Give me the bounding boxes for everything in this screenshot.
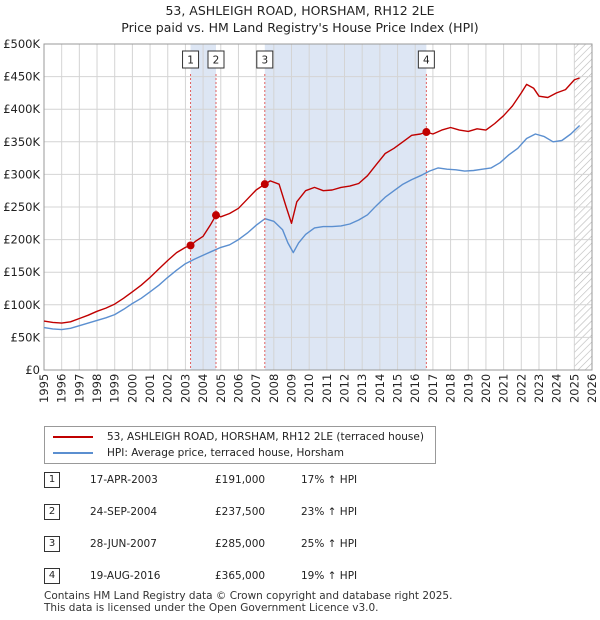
- x-tick-label: 2009: [284, 374, 298, 403]
- y-tick-label: £250K: [3, 200, 40, 214]
- y-tick-label: £400K: [3, 102, 40, 116]
- sale-number-badge: 4: [44, 568, 60, 584]
- y-tick-label: £50K: [11, 330, 41, 344]
- x-tick-label: 2019: [461, 374, 475, 403]
- sale-row: 3 28-JUN-2007 £285,000 25% ↑ HPI: [44, 536, 564, 568]
- x-tick-label: 2017: [426, 374, 440, 403]
- sales-table: 1 17-APR-2003 £191,000 17% ↑ HPI 2 24-SE…: [44, 472, 564, 600]
- sale-date: 17-APR-2003: [90, 474, 158, 486]
- sale-hpi-change: 17% ↑ HPI: [301, 474, 358, 486]
- sale-marker-label: 2: [213, 55, 220, 67]
- x-tick-label: 2014: [373, 374, 387, 403]
- legend-swatch-blue: [53, 452, 93, 454]
- x-tick-label: 2022: [514, 374, 528, 403]
- sale-marker-label: 3: [261, 55, 268, 67]
- sale-row: 1 17-APR-2003 £191,000 17% ↑ HPI: [44, 472, 564, 504]
- x-tick-label: 2012: [338, 374, 352, 403]
- x-tick-label: 2024: [550, 374, 564, 403]
- sale-number-badge: 3: [44, 536, 60, 552]
- chart-title-line-1: 53, ASHLEIGH ROAD, HORSHAM, RH12 2LE: [165, 3, 435, 18]
- sale-number-badge: 2: [44, 504, 60, 520]
- sale-marker-box: [207, 50, 225, 69]
- x-tick-label: 1995: [37, 374, 51, 403]
- y-tick-label: £450K: [3, 70, 40, 84]
- series-line-property: [43, 77, 580, 324]
- x-tick-label: 2013: [355, 374, 369, 403]
- sale-hpi-change: 23% ↑ HPI: [301, 506, 358, 518]
- sale-row: 2 24-SEP-2004 £237,500 23% ↑ HPI: [44, 504, 564, 536]
- x-tick-label: 2025: [567, 374, 581, 403]
- x-tick-label: 1998: [90, 374, 104, 403]
- x-tick-label: 2011: [320, 374, 334, 403]
- x-tick-label: 2026: [585, 374, 599, 403]
- legend-label-hpi: HPI: Average price, terraced house, Hors…: [107, 447, 344, 459]
- x-tick-label: 2020: [479, 374, 493, 403]
- sale-date: 24-SEP-2004: [90, 506, 158, 518]
- sale-marker-label: 1: [187, 55, 194, 67]
- sale-marker-box: [417, 50, 435, 69]
- sale-date: 19-AUG-2016: [90, 570, 161, 582]
- x-tick-label: 1999: [108, 374, 122, 403]
- x-tick-label: 2002: [161, 374, 175, 403]
- sale-hpi-change: 19% ↑ HPI: [301, 570, 358, 582]
- x-tick-label: 2000: [125, 374, 139, 403]
- sale-marker-box: [256, 50, 274, 69]
- x-tick-label: 2023: [532, 374, 546, 403]
- x-tick-label: 2008: [267, 374, 281, 403]
- legend-swatch-red: [53, 436, 93, 438]
- y-tick-label: £150K: [3, 265, 40, 279]
- price-chart: £0 £50K £100K £150K £200K £250K £300K £350K £400…: [3, 37, 599, 403]
- sale-number-badge: 1: [44, 472, 60, 488]
- footer-licence: This data is licensed under the Open Gov…: [44, 602, 379, 614]
- x-tick-label: 2007: [249, 374, 263, 403]
- sale-price: £191,000: [215, 474, 266, 486]
- legend: 53, ASHLEIGH ROAD, HORSHAM, RH12 2LE (te…: [44, 426, 436, 464]
- x-tick-label: 2003: [178, 374, 192, 403]
- y-tick-label: £100K: [3, 298, 40, 312]
- sale-marker-label: 4: [423, 55, 430, 67]
- sale-point: [186, 241, 195, 250]
- x-tick-label: 2006: [231, 374, 245, 403]
- sale-price: £237,500: [215, 506, 266, 518]
- sale-date: 28-JUN-2007: [90, 538, 157, 550]
- x-tick-label: 2021: [497, 374, 511, 403]
- sale-point: [422, 128, 431, 137]
- legend-item-property: 53, ASHLEIGH ROAD, HORSHAM, RH12 2LE (te…: [53, 429, 424, 445]
- sale-price: £285,000: [215, 538, 266, 550]
- y-tick-label: £200K: [3, 233, 40, 247]
- sale-point: [212, 211, 221, 220]
- sale-marker-box: [182, 50, 200, 69]
- x-tick-label: 2018: [444, 374, 458, 403]
- sale-point: [260, 180, 269, 189]
- y-tick-label: £0: [25, 363, 40, 377]
- x-tick-label: 1997: [72, 374, 86, 403]
- x-tick-label: 2016: [408, 374, 422, 403]
- footer-copyright: Contains HM Land Registry data © Crown c…: [44, 590, 453, 602]
- footer: Contains HM Land Registry data © Crown c…: [44, 590, 452, 614]
- series-line-hpi: [43, 124, 581, 331]
- x-tick-label: 2005: [214, 374, 228, 403]
- chart-title-line-2: Price paid vs. HM Land Registry's House …: [121, 20, 479, 35]
- x-tick-label: 2001: [143, 374, 157, 403]
- plot-frame: [43, 43, 593, 371]
- y-tick-label: £300K: [3, 167, 40, 181]
- legend-label-property: 53, ASHLEIGH ROAD, HORSHAM, RH12 2LE (te…: [107, 431, 424, 443]
- x-tick-label: 2004: [196, 374, 210, 403]
- x-tick-label: 1996: [55, 374, 69, 403]
- sale-hpi-change: 25% ↑ HPI: [301, 538, 358, 550]
- x-tick-label: 2015: [391, 374, 405, 403]
- legend-item-hpi: HPI: Average price, terraced house, Hors…: [53, 445, 344, 461]
- y-tick-label: £500K: [3, 37, 40, 51]
- sale-price: £365,000: [215, 570, 266, 582]
- x-tick-label: 2010: [302, 374, 316, 403]
- y-tick-label: £350K: [3, 135, 40, 149]
- sale-row: 4 19-AUG-2016 £365,000 19% ↑ HPI: [44, 568, 564, 600]
